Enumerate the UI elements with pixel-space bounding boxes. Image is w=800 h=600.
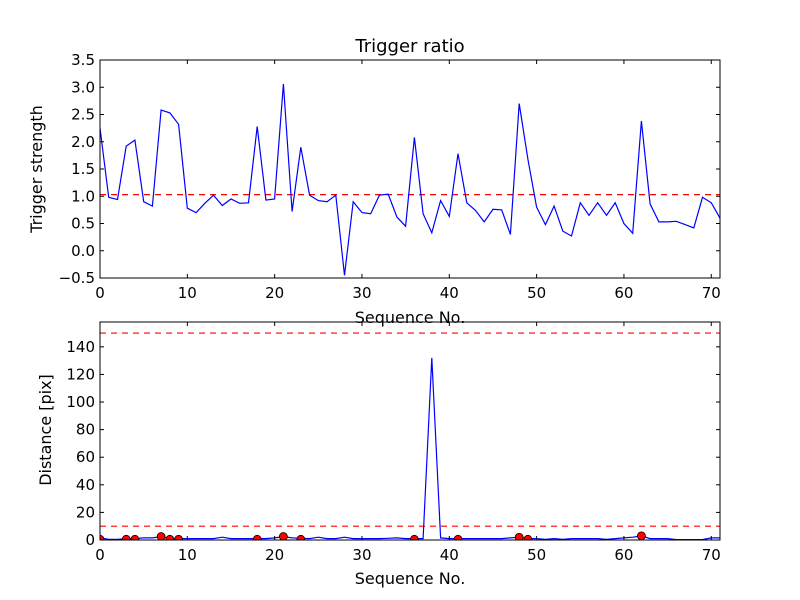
x-tick-label: 20 xyxy=(265,546,284,564)
y-tick-label: 40 xyxy=(76,476,95,494)
x-tick-label: 50 xyxy=(527,546,546,564)
y-tick-label: 20 xyxy=(76,503,95,521)
y-tick-label: 140 xyxy=(66,338,95,356)
data-marker xyxy=(278,532,288,540)
x-tick-label: 50 xyxy=(527,284,546,302)
y-tick-label: 0.5 xyxy=(71,215,95,233)
data-marker xyxy=(453,534,463,540)
x-tick-label: 0 xyxy=(95,546,105,564)
x-axis-label: Sequence No. xyxy=(355,308,466,327)
x-tick-label: 70 xyxy=(702,284,721,302)
data-marker xyxy=(523,534,533,540)
x-tick-label: 70 xyxy=(702,546,721,564)
plot-area xyxy=(100,332,720,540)
y-tick-label: 2.5 xyxy=(71,106,95,124)
data-marker xyxy=(174,534,183,540)
chart-title: Trigger ratio xyxy=(354,36,464,57)
y-tick-label: 3.5 xyxy=(71,51,95,69)
x-tick-label: 10 xyxy=(178,546,197,564)
data-marker xyxy=(156,532,166,540)
y-axis-label: Distance [pix] xyxy=(36,374,55,486)
series-line xyxy=(100,83,720,276)
x-tick-label: 40 xyxy=(440,284,459,302)
data-marker xyxy=(514,532,524,540)
y-tick-label: 60 xyxy=(76,448,95,466)
y-tick-label: 1.5 xyxy=(71,160,95,178)
data-marker xyxy=(121,534,131,540)
y-tick-label: 80 xyxy=(76,421,95,439)
x-tick-label: 20 xyxy=(265,284,284,302)
x-tick-label: 60 xyxy=(614,284,633,302)
x-tick-label: 40 xyxy=(440,546,459,564)
x-tick-label: 0 xyxy=(95,284,105,302)
x-tick-label: 30 xyxy=(352,546,371,564)
x-tick-label: 10 xyxy=(178,284,197,302)
y-tick-label: 3.0 xyxy=(71,78,95,96)
data-marker xyxy=(100,534,105,540)
x-tick-label: 30 xyxy=(352,284,371,302)
y-tick-label: 0 xyxy=(85,531,95,549)
plot-area xyxy=(100,83,720,276)
y-tick-label: 1.0 xyxy=(71,187,95,205)
x-axis-label: Sequence No. xyxy=(355,569,466,588)
distance-subplot: Distance [pix] Sequence No. 0 10 20 30 40 50 6… xyxy=(36,321,721,588)
axes-frame xyxy=(99,321,721,541)
data-marker xyxy=(130,534,140,540)
data-marker xyxy=(252,534,262,540)
data-marker xyxy=(165,534,175,540)
x-tick-label: 60 xyxy=(614,546,633,564)
y-tick-label: −0.5 xyxy=(59,269,95,287)
y-tick-label: 120 xyxy=(66,365,95,383)
y-axis-label: Trigger strength xyxy=(27,105,46,234)
y-tick-label: 2.0 xyxy=(71,133,95,151)
y-tick-label: 100 xyxy=(66,393,95,411)
y-tick-label: 0.0 xyxy=(71,242,95,260)
data-marker xyxy=(296,534,306,540)
series-line xyxy=(100,357,720,540)
data-marker xyxy=(637,531,646,540)
data-marker xyxy=(409,534,419,540)
